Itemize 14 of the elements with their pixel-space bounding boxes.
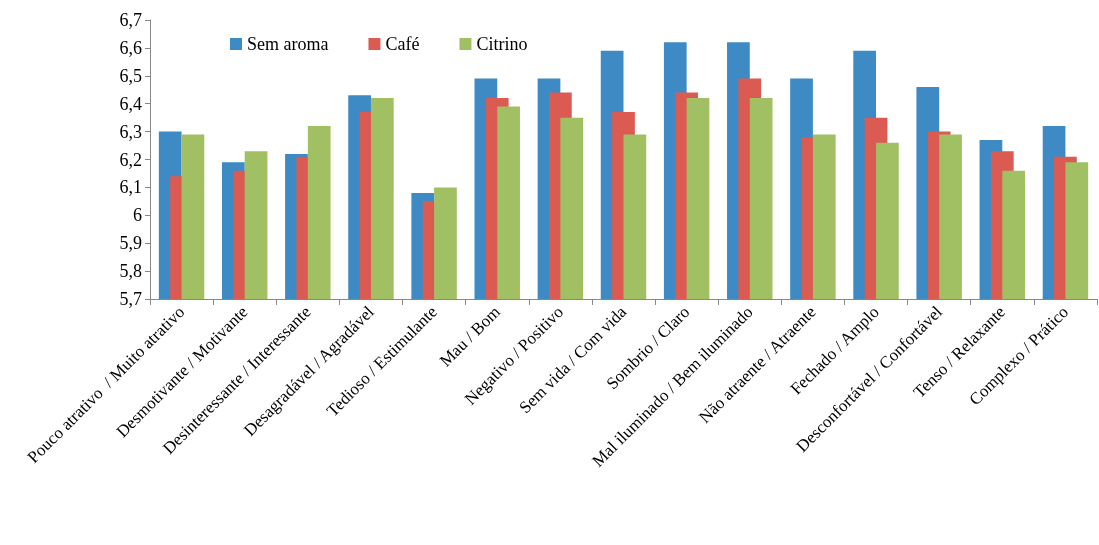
y-tick-label: 5,9 [119,233,142,254]
y-tick-label: 5,8 [119,261,142,282]
y-tick-label: 6,5 [119,65,142,86]
y-tick-label: 6,1 [119,177,142,198]
y-tick-label: 6,6 [119,37,142,58]
legend-label: Sem aroma [247,34,329,54]
y-tick-label: 6,3 [119,121,142,142]
y-tick-label: 6,2 [119,149,142,170]
y-tick-label: 6,7 [119,10,142,30]
y-tick-label: 5,7 [119,289,142,309]
y-tick-label: 6,4 [119,93,142,114]
legend-label: Café [385,34,420,54]
legend-label: Citrino [476,34,528,54]
y-tick-label: 6 [133,205,142,226]
